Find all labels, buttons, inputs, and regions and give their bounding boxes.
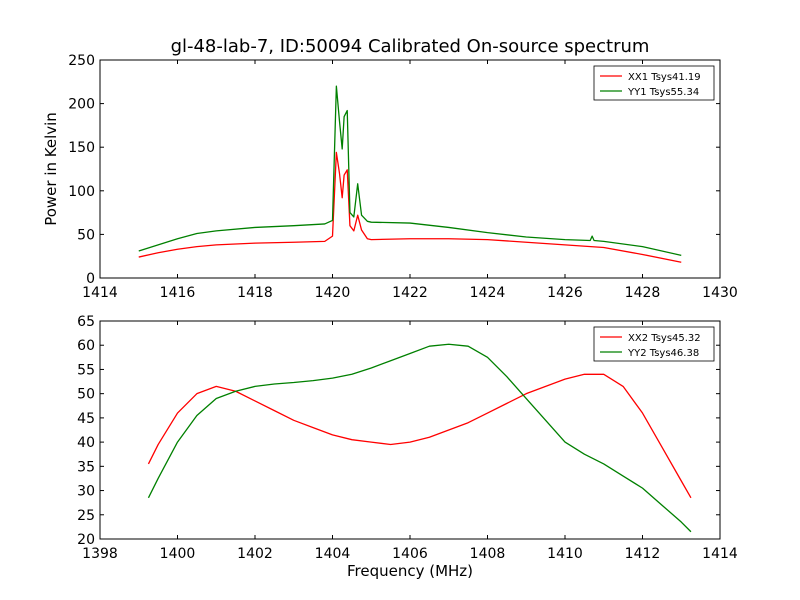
- top-x-tick-label: 1422: [392, 285, 428, 301]
- top-y-tick-label: 200: [68, 97, 95, 113]
- bottom-y-tick-label: 40: [77, 435, 95, 451]
- bottom-x-tick-label: 1406: [392, 546, 428, 562]
- top-legend-label-2: YY1 Tsys55.34: [627, 87, 699, 98]
- top-series-line-1: [138, 151, 682, 263]
- top-x-tick-label: 1420: [315, 285, 351, 301]
- top-series-line-2: [138, 85, 682, 256]
- top-legend-label-1: XX1 Tsys41.19: [628, 72, 701, 83]
- bottom-x-tick-label: 1398: [82, 546, 118, 562]
- bottom-x-tick-label: 1412: [625, 546, 661, 562]
- bottom-x-tick-label: 1400: [160, 546, 196, 562]
- bottom-y-tick-label: 60: [77, 338, 95, 354]
- top-x-tick-label: 1424: [470, 285, 506, 301]
- bottom-x-tick-label: 1410: [547, 546, 583, 562]
- top-x-tick-label: 1414: [82, 285, 118, 301]
- top-x-tick-label: 1430: [702, 285, 738, 301]
- bottom-plot-panel: 1398 1400 1402 1404 1406 1408 1410 1412 1414 20 25…: [77, 314, 738, 580]
- top-y-tick-label: 0: [86, 271, 95, 287]
- bottom-y-tick-label: 50: [77, 387, 95, 403]
- top-y-axis-title: Power in Kelvin: [42, 112, 60, 226]
- figure-title: gl-48-lab-7, ID:50094 Calibrated On-sour…: [171, 36, 650, 57]
- top-x-tick-label: 1428: [625, 285, 661, 301]
- top-y-tick-label: 50: [77, 227, 95, 243]
- top-x-tick-label: 1416: [160, 285, 196, 301]
- bottom-y-tick-label: 30: [77, 484, 95, 500]
- bottom-x-tick-label: 1402: [237, 546, 273, 562]
- bottom-y-tick-label: 55: [77, 362, 95, 378]
- bottom-x-tick-label: 1404: [315, 546, 351, 562]
- top-plot-panel: 1414 1416 1418 1420 1422 1424 1426 1428 1430 0 50 1…: [42, 53, 738, 301]
- bottom-legend-label-1: XX2 Tsys45.32: [628, 333, 701, 344]
- top-y-tick-label: 250: [68, 53, 95, 69]
- bottom-x-tick-label: 1408: [470, 546, 506, 562]
- bottom-x-tick-label: 1414: [702, 546, 738, 562]
- bottom-y-tick-label: 20: [77, 532, 95, 548]
- bottom-y-tick-label: 35: [77, 459, 95, 475]
- bottom-legend-label-2: YY2 Tsys46.38: [627, 348, 699, 359]
- bottom-series-line-2: [147, 343, 692, 533]
- top-x-tick-label: 1426: [547, 285, 583, 301]
- top-x-tick-label: 1418: [237, 285, 273, 301]
- top-y-tick-label: 100: [68, 184, 95, 200]
- bottom-y-tick-label: 65: [77, 314, 95, 330]
- top-legend-box: [593, 65, 715, 101]
- bottom-y-tick-label: 25: [77, 508, 95, 524]
- bottom-y-tick-label: 45: [77, 411, 95, 427]
- top-y-tick-label: 150: [68, 140, 95, 156]
- bottom-x-axis-title: Frequency (MHz): [347, 562, 473, 580]
- bottom-series-line-1: [147, 373, 692, 499]
- bottom-legend-box: [593, 326, 715, 362]
